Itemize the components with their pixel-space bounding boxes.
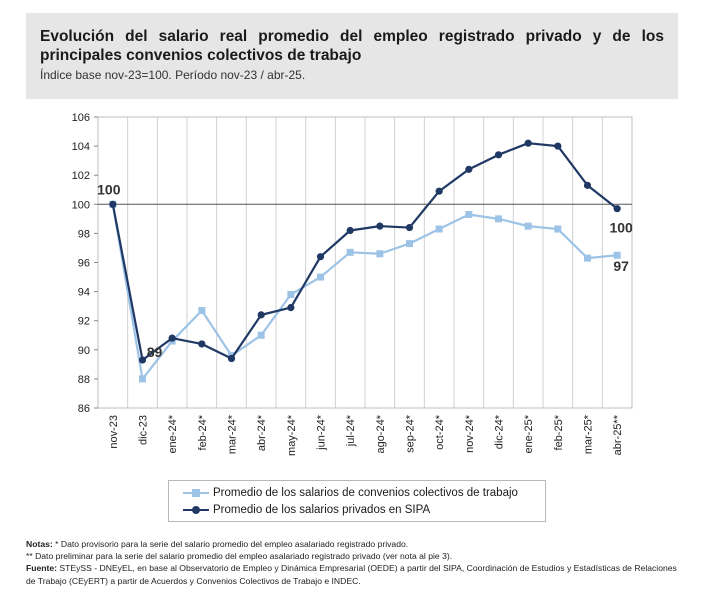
x-tick-label: may-24* xyxy=(286,414,298,456)
data-point-square xyxy=(139,375,146,383)
data-point-circle xyxy=(316,253,325,261)
annotation-label: 100 xyxy=(97,181,121,197)
data-point-square xyxy=(376,250,384,258)
chart-notes: Notas: * Dato provisorio para la serie d… xyxy=(26,538,686,587)
data-point-circle xyxy=(109,200,117,208)
chart-subtitle: Índice base nov-23=100. Período nov-23 /… xyxy=(40,68,306,82)
annotation-label: 97 xyxy=(613,258,629,274)
data-point-circle xyxy=(554,142,562,150)
data-point-circle xyxy=(168,334,176,342)
y-tick-label: 88 xyxy=(78,374,90,386)
y-tick-label: 100 xyxy=(72,199,90,211)
data-point-circle xyxy=(287,304,295,312)
legend-item-convenios: Promedio de los salarios de convenios co… xyxy=(183,484,545,501)
legend-item-sipa: Promedio de los salarios privados en SIP… xyxy=(183,501,545,518)
data-point-circle xyxy=(524,139,532,147)
data-point-circle xyxy=(376,222,384,230)
annotation-label: 100 xyxy=(609,220,633,236)
x-tick-label: nov-23 xyxy=(108,415,120,449)
legend-label-convenios: Promedio de los salarios de convenios co… xyxy=(213,486,518,499)
x-tick-label: ene-25* xyxy=(523,414,535,453)
data-point-square xyxy=(346,248,354,256)
y-tick-label: 104 xyxy=(72,141,90,153)
x-tick-label: abr-25** xyxy=(612,414,624,455)
data-point-square xyxy=(495,215,502,223)
y-tick-label: 86 xyxy=(78,403,90,415)
data-point-square xyxy=(287,291,295,299)
data-point-square xyxy=(613,251,621,259)
data-point-square xyxy=(465,210,473,218)
series-line-0 xyxy=(111,204,618,380)
data-point-circle xyxy=(198,340,206,348)
source-label: Fuente: xyxy=(26,563,58,574)
x-tick-label: feb-25* xyxy=(553,414,565,450)
data-point-square xyxy=(435,225,443,233)
data-point-circle xyxy=(494,151,503,159)
y-tick-label: 90 xyxy=(78,345,90,357)
data-point-square xyxy=(317,273,324,281)
x-tick-label: ene-24* xyxy=(167,414,179,453)
chart-header: Evolución del salario real promedio del … xyxy=(26,13,678,99)
x-tick-label: dic-24* xyxy=(494,414,506,449)
data-point-square xyxy=(257,331,265,339)
data-point-circle xyxy=(465,165,473,173)
x-tick-label: feb-24* xyxy=(197,414,209,450)
legend-swatch-sipa xyxy=(183,504,209,516)
x-tick-label: jun-24* xyxy=(316,414,328,451)
x-tick-label: sep-24* xyxy=(405,414,417,453)
notes-label: Notas: xyxy=(26,539,53,549)
data-point-circle xyxy=(613,205,621,213)
y-tick-label: 98 xyxy=(78,228,90,240)
x-tick-label: dic-23 xyxy=(138,415,150,445)
y-tick-label: 96 xyxy=(78,258,90,270)
legend-label-sipa: Promedio de los salarios privados en SIP… xyxy=(213,503,431,516)
data-point-square xyxy=(554,225,562,233)
data-point-circle xyxy=(583,181,592,189)
y-tick-label: 94 xyxy=(78,287,90,299)
data-point-circle xyxy=(227,354,236,363)
data-point-circle xyxy=(138,356,147,364)
note-source: Fuente: STEySS - DNEyEL, en base al Obse… xyxy=(26,562,686,586)
chart-title: Evolución del salario real promedio del … xyxy=(40,28,664,64)
note-1-text: * Dato provisorio para la serie del sala… xyxy=(52,539,409,549)
x-tick-label: ago-24* xyxy=(375,414,387,453)
data-point-square xyxy=(406,240,413,248)
annotation-label: 89 xyxy=(147,344,163,360)
series-line-1 xyxy=(111,142,618,362)
x-tick-label: mar-25* xyxy=(583,414,595,454)
y-tick-label: 102 xyxy=(72,170,90,182)
x-tick-label: jul-24* xyxy=(345,414,357,447)
data-point-circle xyxy=(346,226,354,235)
y-tick-label: 92 xyxy=(78,316,90,328)
x-tick-label: mar-24* xyxy=(227,414,239,454)
data-point-circle xyxy=(405,223,414,232)
note-preliminary: ** Dato preliminar para la serie del sal… xyxy=(26,551,453,562)
chart-legend: Promedio de los salarios de convenios co… xyxy=(168,480,546,522)
line-chart: 86 88 90 92 94 96 98 100 102 104 106 nov-23 dic-23 en… xyxy=(72,112,633,456)
x-tick-label: abr-24* xyxy=(256,414,268,451)
legend-swatch-convenios xyxy=(183,487,209,499)
data-point-square xyxy=(524,222,532,230)
y-tick-label: 106 xyxy=(72,112,90,124)
data-point-square xyxy=(198,307,206,315)
data-point-circle xyxy=(257,311,265,319)
source-text: STEySS - DNEyEL, en base al Observatorio… xyxy=(26,563,677,586)
x-tick-label: nov-24* xyxy=(464,414,476,453)
note-provisional: Notas: * Dato provisorio para la serie d… xyxy=(26,538,686,550)
data-point-square xyxy=(584,254,591,262)
data-point-circle xyxy=(435,187,443,195)
x-tick-label: oct-24* xyxy=(434,414,446,450)
